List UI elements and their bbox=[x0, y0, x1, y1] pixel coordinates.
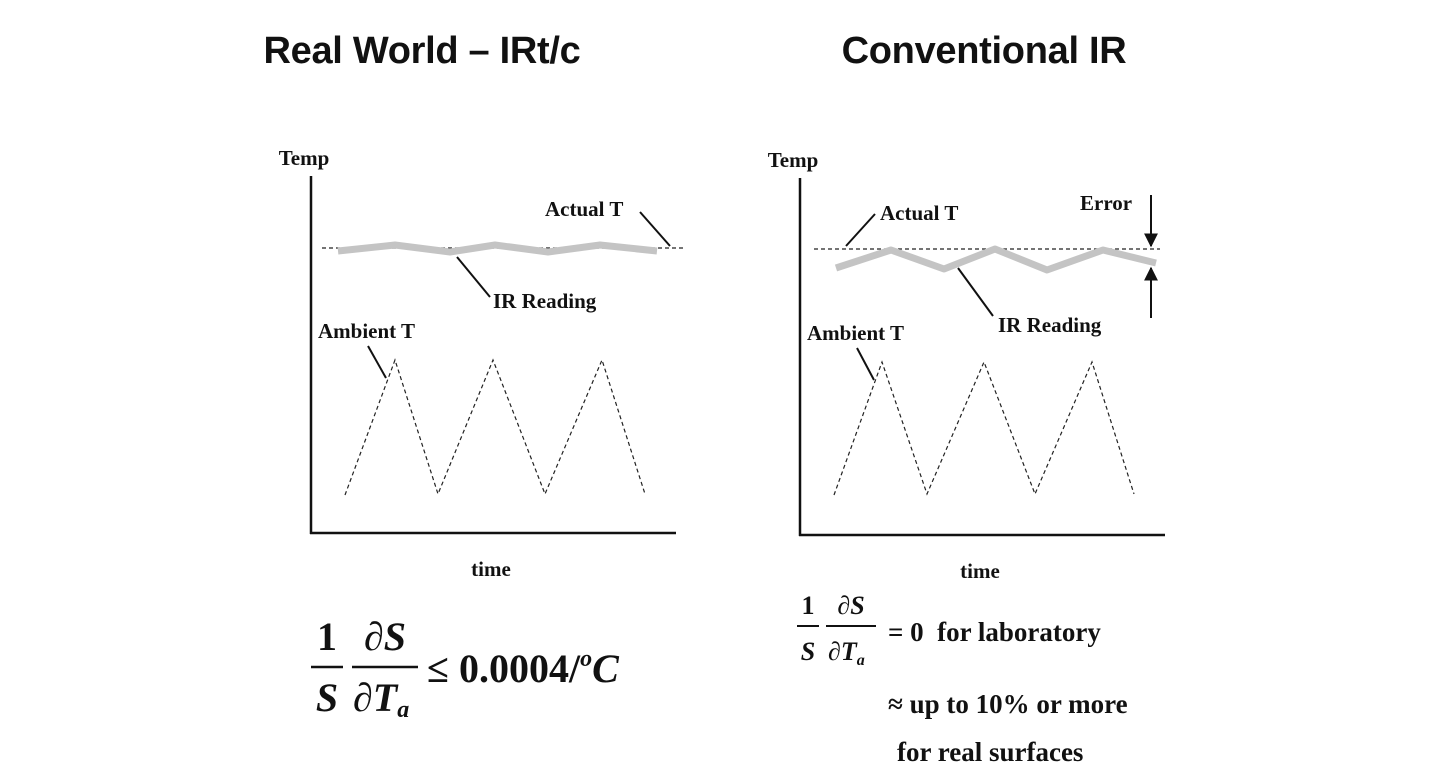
right-formula-denominator-1: S bbox=[801, 637, 815, 666]
left-y-axis-label: Temp bbox=[279, 146, 330, 170]
right-formula-denominator-2: ∂Ta bbox=[828, 637, 865, 669]
left-formula-numerator-1: 1 bbox=[317, 614, 337, 659]
right-formula-subscript: a bbox=[857, 652, 865, 669]
left-formula-superscript: o bbox=[580, 646, 592, 672]
left-panel: Real World – IRt/c Temp time Actual T IR… bbox=[264, 30, 686, 723]
right-panel: Conventional IR Temp time Actual T Error… bbox=[768, 30, 1165, 767]
right-ir-reading-label: IR Reading bbox=[998, 313, 1102, 337]
left-x-axis-label: time bbox=[471, 557, 511, 581]
left-ir-reading-leader bbox=[456, 256, 491, 298]
left-ir-reading-label: IR Reading bbox=[493, 289, 597, 313]
left-ambient-label: Ambient T bbox=[318, 319, 415, 343]
left-formula-subscript: a bbox=[397, 697, 409, 723]
left-formula-unit: C bbox=[592, 646, 620, 691]
left-panel-title: Real World – IRt/c bbox=[264, 30, 581, 72]
left-actual-label: Actual T bbox=[545, 197, 623, 221]
right-note-line-2: for real surfaces bbox=[897, 737, 1083, 767]
right-panel-title: Conventional IR bbox=[842, 30, 1127, 72]
right-ir-reading-leader bbox=[957, 267, 994, 317]
left-ambient-leader bbox=[367, 345, 387, 379]
right-formula-numerator-2: ∂S bbox=[837, 591, 864, 620]
left-formula-numerator-2: ∂S bbox=[364, 614, 406, 659]
right-x-axis-label: time bbox=[960, 559, 1000, 583]
right-formula: 1 S ∂S ∂Ta = 0 for laboratory bbox=[797, 591, 1101, 669]
right-error-label: Error bbox=[1080, 191, 1132, 215]
right-ambient-temp-line bbox=[833, 360, 1135, 496]
right-ir-reading-line bbox=[834, 245, 1157, 274]
left-formula-denominator-2: ∂Ta bbox=[353, 675, 409, 723]
right-formula-numerator-1: 1 bbox=[802, 591, 815, 620]
right-actual-leader bbox=[845, 213, 876, 247]
right-ambient-leader bbox=[856, 347, 875, 381]
left-ambient-temp-line bbox=[344, 358, 646, 496]
left-formula-denominator-1: S bbox=[316, 675, 338, 720]
right-actual-label: Actual T bbox=[880, 201, 958, 225]
left-formula-relation: ≤ 0.0004/oC bbox=[427, 646, 620, 691]
left-formula-relation-text: ≤ 0.0004/ bbox=[427, 646, 581, 691]
left-formula-dT: ∂T bbox=[353, 675, 399, 720]
right-formula-relation: = 0 for laboratory bbox=[888, 617, 1101, 647]
left-ir-reading-line bbox=[337, 241, 658, 256]
right-formula-dT: ∂T bbox=[828, 637, 858, 666]
right-note-line-1: ≈ up to 10% or more bbox=[888, 689, 1128, 719]
left-actual-leader bbox=[639, 211, 671, 247]
right-ambient-label: Ambient T bbox=[807, 321, 904, 345]
left-formula: 1 S ∂S ∂Ta ≤ 0.0004/oC bbox=[311, 614, 620, 723]
right-y-axis-label: Temp bbox=[768, 148, 819, 172]
